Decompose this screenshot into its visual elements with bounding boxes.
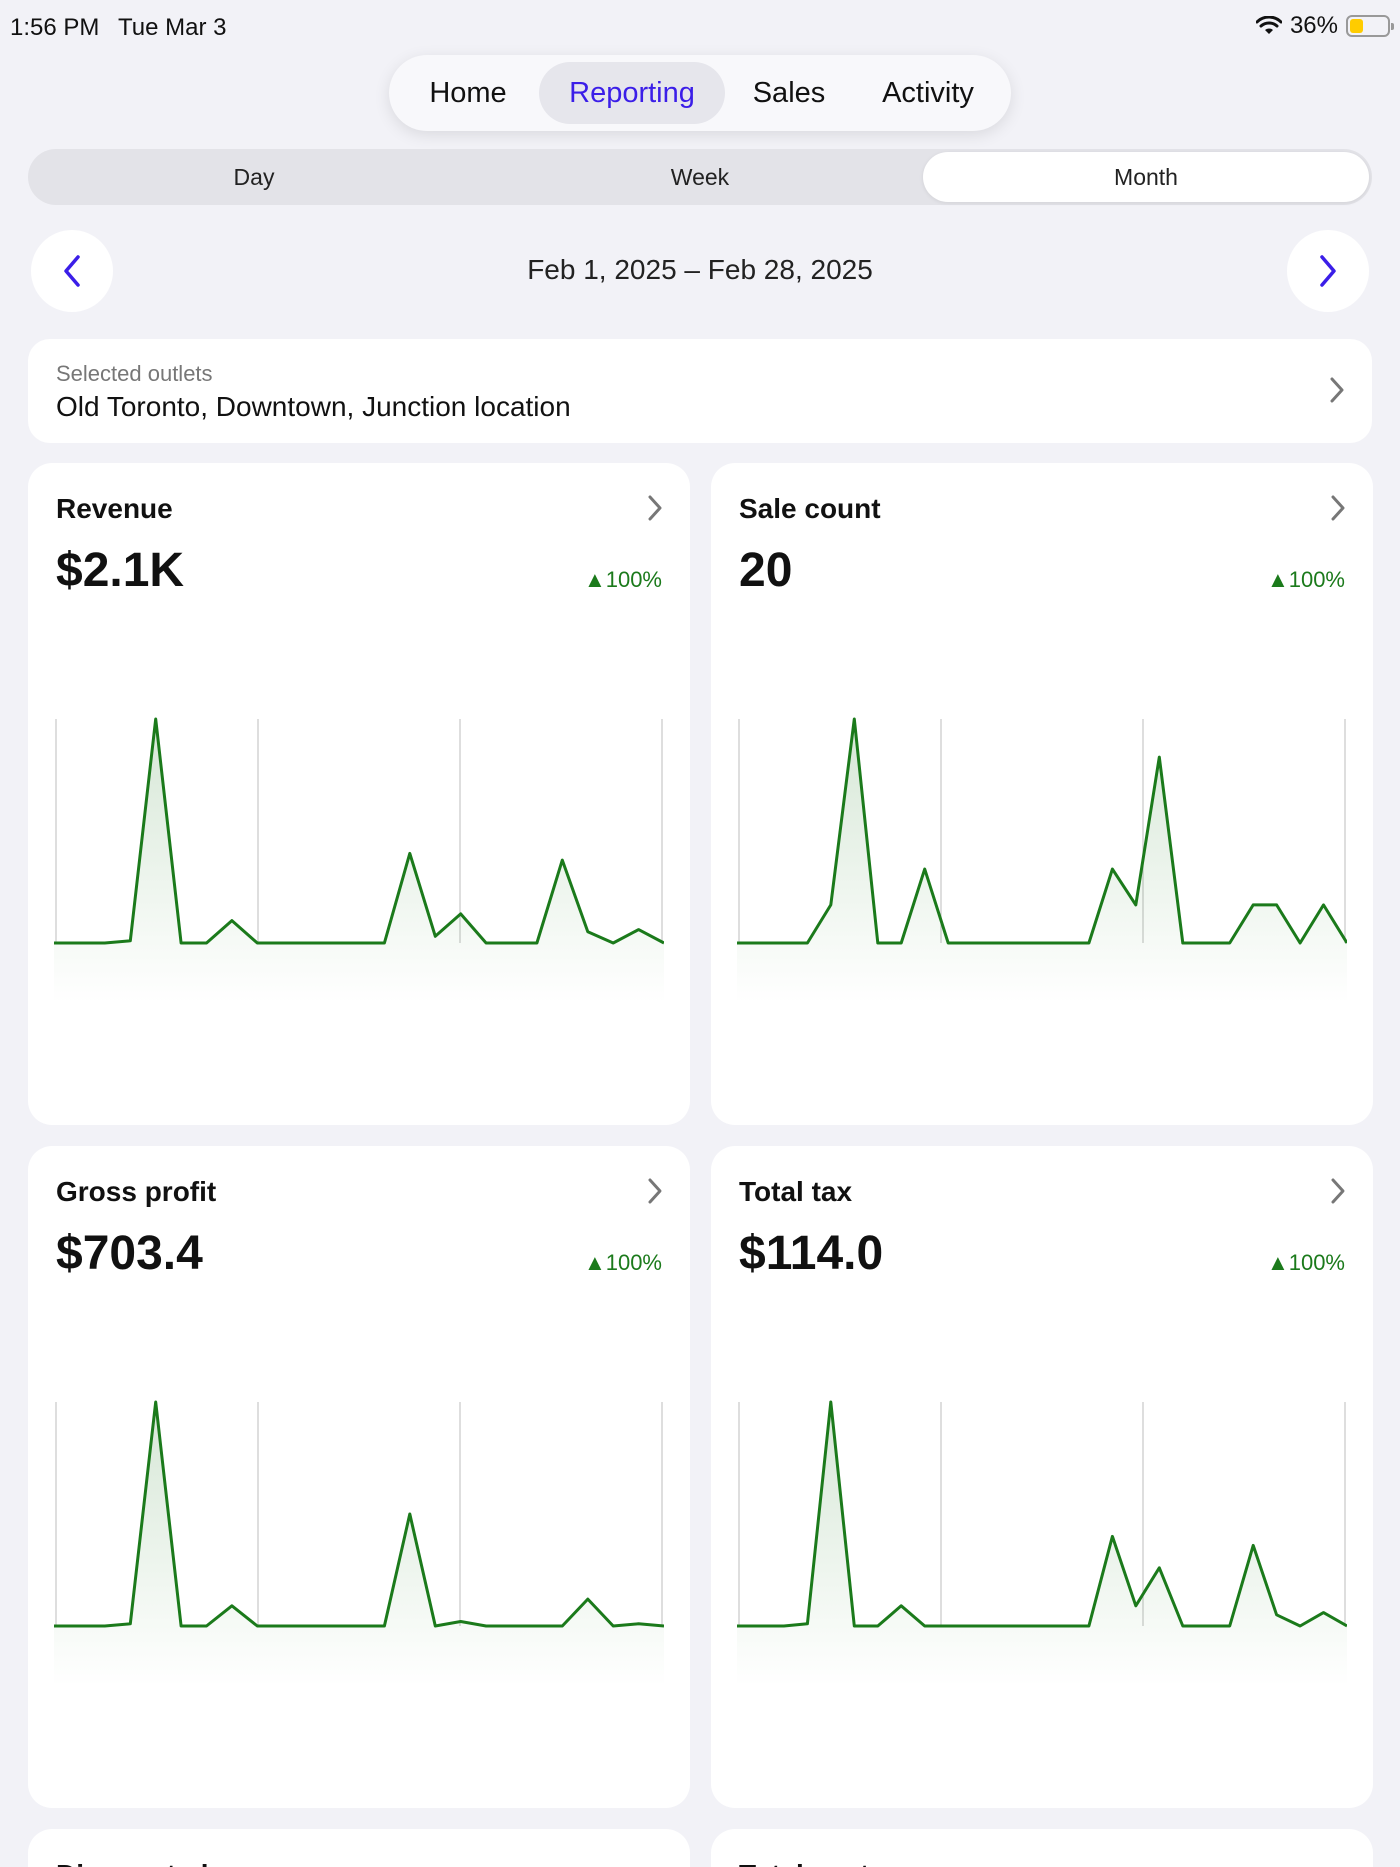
card-title: Discounted: [56, 1859, 208, 1867]
card-title: Sale count: [739, 493, 881, 524]
battery-percent: 36%: [1289, 12, 1338, 39]
period-week[interactable]: Week: [670, 163, 730, 190]
previous-period-button[interactable]: [31, 230, 113, 312]
tab-home[interactable]: Home: [429, 76, 507, 109]
total-tax-card[interactable]: Total tax $114.0 ▲100%: [711, 1146, 1373, 1808]
chevron-right-icon: [1320, 255, 1336, 287]
total-cost-card[interactable]: Total cost: [711, 1829, 1373, 1867]
outlets-label: Selected outlets: [56, 361, 213, 386]
card-title: Total cost: [739, 1859, 869, 1867]
tab-sales[interactable]: Sales: [752, 76, 826, 109]
selected-outlets-row[interactable]: Selected outlets Old Toronto, Downtown, …: [28, 339, 1372, 443]
battery-icon: [1346, 15, 1394, 37]
card-title: Gross profit: [56, 1176, 217, 1207]
card-delta: ▲100%: [1266, 567, 1345, 592]
status-bar: 1:56 PM Tue Mar 3 36%: [0, 0, 1400, 56]
status-date: Tue Mar 3: [118, 14, 227, 41]
chevron-left-icon: [64, 255, 80, 287]
status-right: 36%: [1255, 12, 1394, 40]
revenue-card[interactable]: Revenue $2.1K ▲100%: [28, 463, 690, 1125]
chevron-right-icon: [648, 495, 662, 521]
gross-profit-chart: [54, 1400, 664, 1686]
tab-activity[interactable]: Activity: [882, 76, 974, 109]
card-value: $114.0: [739, 1227, 884, 1280]
sale-count-chart: [737, 717, 1347, 1003]
chart-series-line: [737, 1400, 1347, 1628]
chart-area-fill: [737, 1402, 1347, 1686]
card-value: $2.1K: [56, 544, 185, 597]
card-delta: ▲100%: [583, 1250, 662, 1275]
chart-area-fill: [737, 719, 1347, 1003]
card-value: $703.4: [56, 1227, 203, 1280]
revenue-chart: [54, 717, 664, 1003]
chevron-right-icon: [1331, 495, 1345, 521]
card-title: Revenue: [56, 493, 173, 524]
chart-area-fill: [54, 719, 664, 1003]
discounted-card[interactable]: Discounted: [28, 1829, 690, 1867]
next-period-button[interactable]: [1287, 230, 1369, 312]
gross-profit-card[interactable]: Gross profit $703.4 ▲100%: [28, 1146, 690, 1808]
chart-series-line: [54, 1400, 664, 1628]
period-day[interactable]: Day: [233, 163, 275, 190]
total-tax-chart: [737, 1400, 1347, 1686]
date-range: Feb 1, 2025 – Feb 28, 2025: [527, 254, 873, 285]
chart-series-line: [54, 717, 664, 945]
card-delta: ▲100%: [583, 567, 662, 592]
period-month[interactable]: Month: [923, 152, 1369, 202]
battery-fill: [1350, 19, 1363, 33]
chart-area-fill: [54, 1402, 664, 1686]
card-value: 20: [739, 544, 793, 597]
period-selector: Day Week Month: [28, 149, 1372, 205]
card-title: Total tax: [739, 1176, 853, 1207]
sale-count-card[interactable]: Sale count 20 ▲100%: [711, 463, 1373, 1125]
chevron-right-icon: [1331, 1178, 1345, 1204]
tab-reporting[interactable]: Reporting: [539, 62, 725, 124]
status-time: 1:56 PM: [10, 14, 100, 41]
chevron-right-icon: [1330, 377, 1344, 403]
main-tab-bar: Home Reporting Sales Activity: [389, 55, 1011, 131]
card-delta: ▲100%: [1266, 1250, 1345, 1275]
wifi-icon: [1255, 16, 1282, 34]
outlets-value: Old Toronto, Downtown, Junction location: [56, 391, 571, 422]
chevron-right-icon: [648, 1178, 662, 1204]
chart-series-line: [737, 717, 1347, 945]
